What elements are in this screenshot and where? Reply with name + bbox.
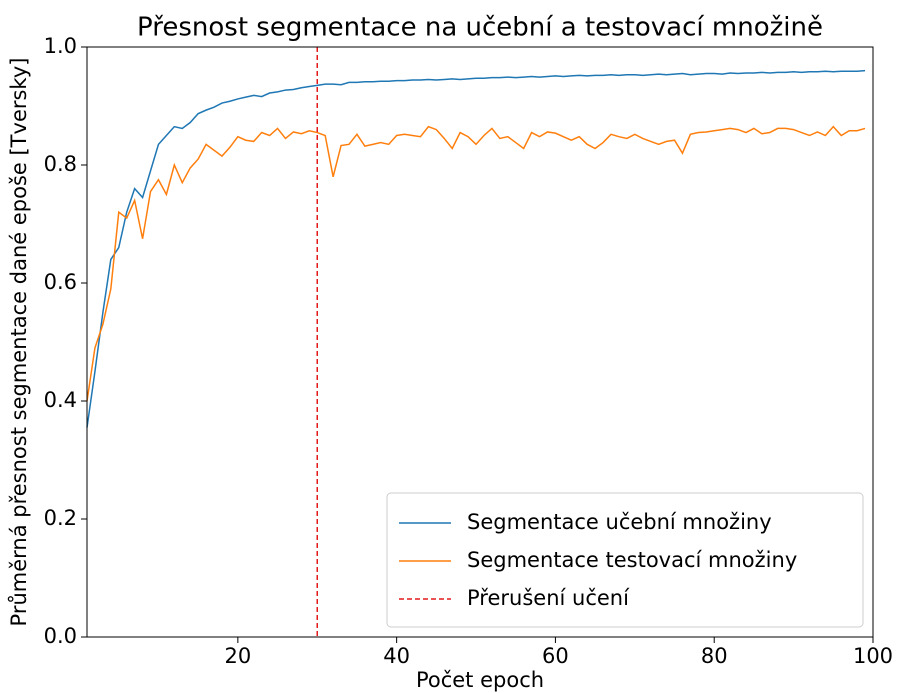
x-tick-label: 60: [542, 644, 569, 668]
x-tick-label: 100: [853, 644, 893, 668]
series-line: [86, 125, 866, 402]
plot-frame: [86, 46, 874, 638]
series-line: [86, 69, 866, 428]
y-tick-label: 0.6: [44, 270, 77, 294]
x-tick-label: 20: [224, 644, 251, 668]
legend-label: Segmentace učební množiny: [467, 510, 772, 534]
legend-label: Přerušení učení: [467, 586, 630, 610]
x-axis-label: Počet epoch: [416, 668, 544, 692]
y-tick-label: 0.0: [44, 624, 77, 648]
x-tick-label: 80: [701, 644, 728, 668]
legend-box: [386, 492, 864, 628]
y-axis-label: Průměrná přesnost segmentace dané epoše …: [7, 58, 31, 627]
x-tick-label: 40: [383, 644, 410, 668]
y-tick-label: 0.8: [44, 152, 77, 176]
y-tick-label: 1.0: [44, 34, 77, 58]
y-tick-label: 0.4: [44, 388, 77, 412]
chart-title: Přesnost segmentace na učební a testovac…: [137, 13, 823, 43]
legend-label: Segmentace testovací množiny: [467, 548, 797, 572]
y-tick-label: 0.2: [44, 506, 77, 530]
